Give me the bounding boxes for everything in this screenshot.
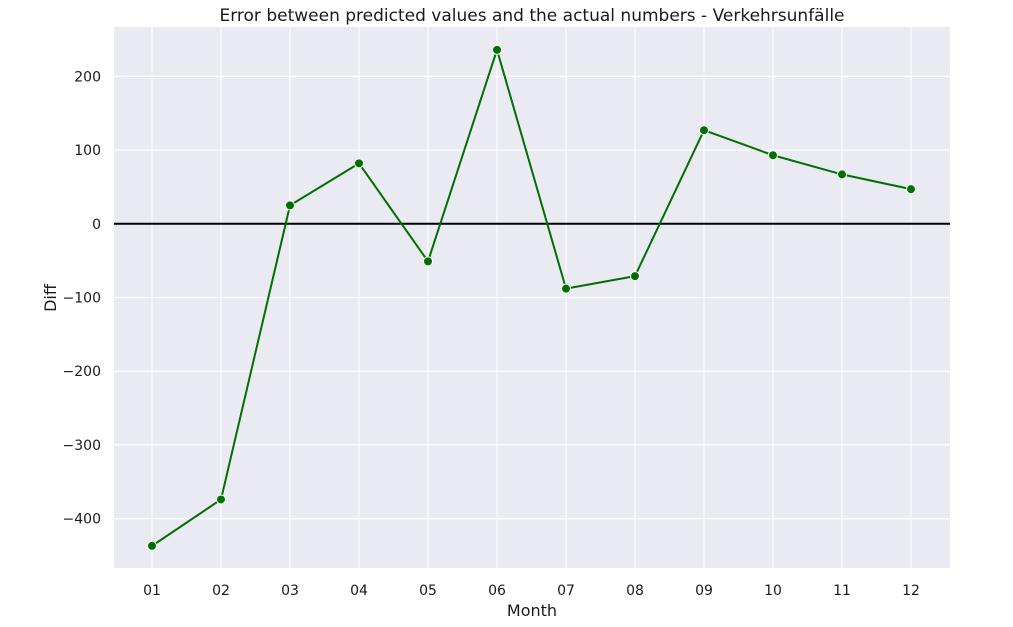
x-tick-label: 12 [902,583,920,599]
data-point [561,283,571,294]
x-tick-label: 08 [626,583,644,599]
y-tick-label: −100 [63,291,101,307]
x-tick-label: 11 [833,583,851,599]
data-point [423,256,433,267]
x-tick-label: 04 [350,583,368,599]
data-point [147,540,157,551]
y-tick-label: 100 [74,143,101,159]
x-tick-labels: 01 02 03 04 05 06 07 08 09 10 11 12 [143,583,920,599]
x-tick-label: 05 [419,583,437,599]
x-tick-label: 07 [557,583,575,599]
x-tick-label: 01 [143,583,161,599]
data-point [285,200,295,211]
data-point [768,150,778,161]
series-line [151,48,912,547]
y-tick-labels: 200 100 0 −100 −200 −300 −400 [63,69,101,527]
y-tick-label: −400 [63,512,101,528]
chart-title: Error between predicted values and the a… [219,6,844,26]
series-layer [147,44,916,551]
y-tick-label: −200 [63,364,101,380]
y-tick-label: −300 [63,438,101,454]
data-point [837,169,847,180]
y-tick-label: 0 [92,217,101,233]
data-point [906,184,916,195]
data-point [699,125,709,136]
y-tick-label: 200 [74,69,101,85]
x-tick-label: 09 [695,583,713,599]
x-tick-label: 02 [212,583,230,599]
x-tick-label: 06 [488,583,506,599]
data-point [216,494,226,505]
data-point [492,44,502,55]
x-tick-label: 10 [764,583,782,599]
data-point [354,158,364,169]
y-axis-label: Diff [41,283,60,312]
x-axis-label: Month [507,601,557,620]
data-point [630,271,640,282]
x-tick-label: 03 [281,583,299,599]
